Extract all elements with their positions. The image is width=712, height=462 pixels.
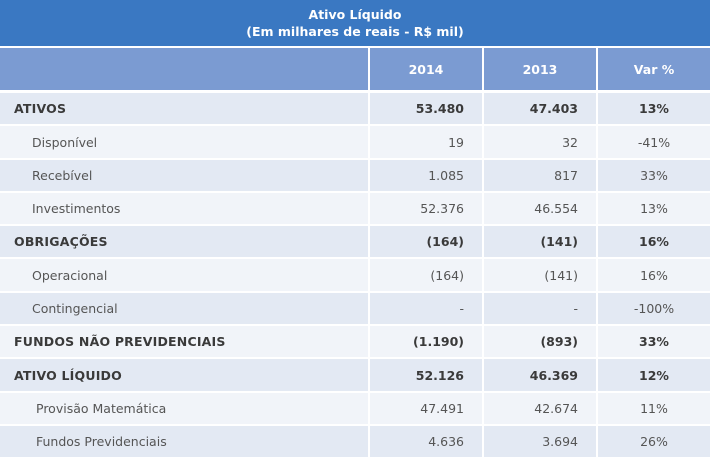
value-2014: 4.636 bbox=[370, 426, 482, 457]
table-title: Ativo Líquido (Em milhares de reais - R$… bbox=[0, 0, 710, 46]
row-label: Contingencial bbox=[0, 293, 368, 324]
value-var: 16% bbox=[598, 259, 710, 291]
table-title-line2: (Em milhares de reais - R$ mil) bbox=[246, 24, 464, 39]
value-2013: (893) bbox=[484, 326, 596, 357]
value-2014: 52.376 bbox=[370, 193, 482, 224]
value-var: -100% bbox=[598, 293, 710, 324]
table-row: Recebível 1.085 817 33% bbox=[0, 160, 712, 191]
table-row: Fundos Previdenciais 4.636 3.694 26% bbox=[0, 426, 712, 457]
value-2013: 32 bbox=[484, 126, 596, 158]
table-row: Contingencial - - -100% bbox=[0, 293, 712, 324]
value-2014: 52.126 bbox=[370, 359, 482, 391]
value-2013: (141) bbox=[484, 259, 596, 291]
table-row: ATIVOS 53.480 47.403 13% bbox=[0, 93, 712, 124]
table-row: Investimentos 52.376 46.554 13% bbox=[0, 193, 712, 224]
value-2014: 19 bbox=[370, 126, 482, 158]
value-var: 11% bbox=[598, 393, 710, 424]
value-2014: 1.085 bbox=[370, 160, 482, 191]
value-2013: 46.369 bbox=[484, 359, 596, 391]
value-2013: - bbox=[484, 293, 596, 324]
table-row: OBRIGAÇÕES (164) (141) 16% bbox=[0, 226, 712, 257]
table-row: Disponível 19 32 -41% bbox=[0, 126, 712, 158]
value-2013: 42.674 bbox=[484, 393, 596, 424]
table-row: FUNDOS NÃO PREVIDENCIAIS (1.190) (893) 33% bbox=[0, 326, 712, 357]
header-var: Var % bbox=[598, 48, 710, 90]
value-2014: - bbox=[370, 293, 482, 324]
row-label: ATIVO LÍQUIDO bbox=[0, 359, 368, 391]
value-2013: 46.554 bbox=[484, 193, 596, 224]
value-var: 33% bbox=[598, 160, 710, 191]
value-2014: 53.480 bbox=[370, 93, 482, 124]
table-row: Operacional (164) (141) 16% bbox=[0, 259, 712, 291]
value-var: -41% bbox=[598, 126, 710, 158]
value-2014: (164) bbox=[370, 226, 482, 257]
value-2013: 47.403 bbox=[484, 93, 596, 124]
table-title-line1: Ativo Líquido bbox=[308, 7, 402, 22]
row-label: Investimentos bbox=[0, 193, 368, 224]
header-label-cell bbox=[0, 48, 368, 90]
value-var: 33% bbox=[598, 326, 710, 357]
row-label: FUNDOS NÃO PREVIDENCIAIS bbox=[0, 326, 368, 357]
row-label: Recebível bbox=[0, 160, 368, 191]
table-row: ATIVO LÍQUIDO 52.126 46.369 12% bbox=[0, 359, 712, 391]
value-2013: 817 bbox=[484, 160, 596, 191]
row-label: Operacional bbox=[0, 259, 368, 291]
row-label: Provisão Matemática bbox=[0, 393, 368, 424]
value-var: 26% bbox=[598, 426, 710, 457]
row-label: Fundos Previdenciais bbox=[0, 426, 368, 457]
value-var: 16% bbox=[598, 226, 710, 257]
value-2013: 3.694 bbox=[484, 426, 596, 457]
row-label: ATIVOS bbox=[0, 93, 368, 124]
row-label: Disponível bbox=[0, 126, 368, 158]
header-2013: 2013 bbox=[484, 48, 596, 90]
table-row: Provisão Matemática 47.491 42.674 11% bbox=[0, 393, 712, 424]
value-2014: 47.491 bbox=[370, 393, 482, 424]
row-label: OBRIGAÇÕES bbox=[0, 226, 368, 257]
value-2014: (1.190) bbox=[370, 326, 482, 357]
value-2014: (164) bbox=[370, 259, 482, 291]
value-var: 13% bbox=[598, 193, 710, 224]
header-2014: 2014 bbox=[370, 48, 482, 90]
value-var: 12% bbox=[598, 359, 710, 391]
value-var: 13% bbox=[598, 93, 710, 124]
value-2013: (141) bbox=[484, 226, 596, 257]
